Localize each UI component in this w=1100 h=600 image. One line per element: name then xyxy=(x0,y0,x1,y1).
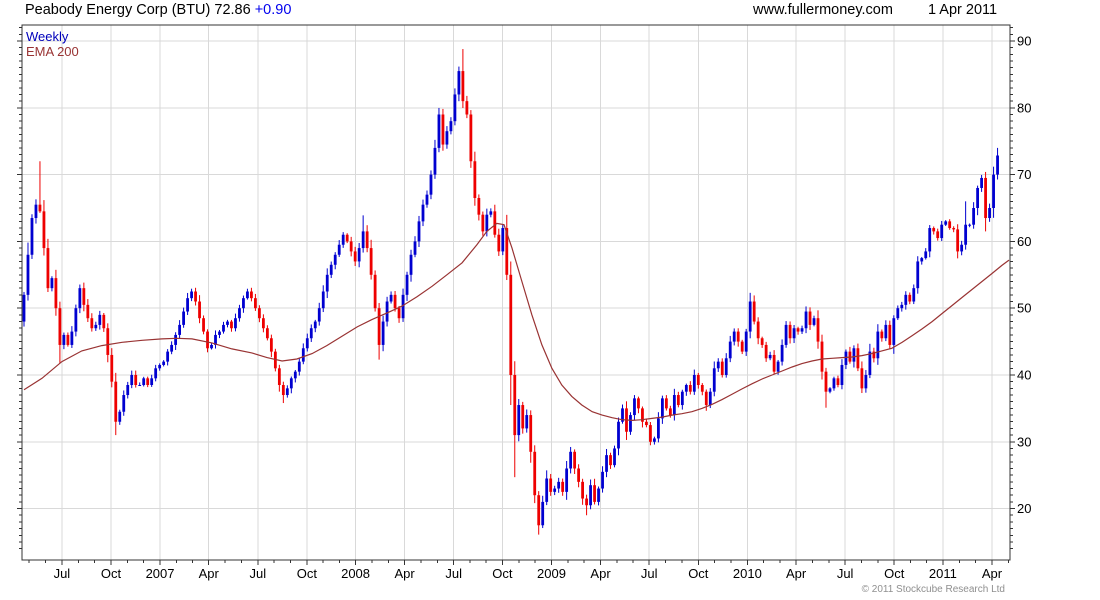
copyright-notice: © 2011 Stockcube Research Ltd xyxy=(861,584,1005,595)
gridlines xyxy=(22,25,1010,560)
instrument-name-price: Peabody Energy Corp (BTU) 72.86 xyxy=(25,2,251,18)
svg-text:Apr: Apr xyxy=(395,566,416,581)
svg-text:60: 60 xyxy=(1017,234,1031,249)
svg-text:30: 30 xyxy=(1017,434,1031,449)
svg-text:40: 40 xyxy=(1017,367,1031,382)
axes: 20 30 40 50 60 70 80 90 Jul Oct 2007 Apr Jul Oct 2008 A… xyxy=(17,24,1031,581)
price-change: +0.90 xyxy=(254,2,292,18)
svg-text:Oct: Oct xyxy=(101,566,122,581)
svg-text:Oct: Oct xyxy=(688,566,709,581)
svg-text:Apr: Apr xyxy=(982,566,1003,581)
legend-timeframe: Weekly xyxy=(26,29,69,44)
svg-text:2009: 2009 xyxy=(537,566,566,581)
candles-layer xyxy=(22,49,999,535)
svg-text:70: 70 xyxy=(1017,167,1031,182)
svg-text:50: 50 xyxy=(1017,301,1031,316)
svg-text:90: 90 xyxy=(1017,34,1031,49)
svg-text:Oct: Oct xyxy=(884,566,905,581)
svg-text:Jul: Jul xyxy=(641,566,658,581)
svg-text:2007: 2007 xyxy=(146,566,175,581)
chart-date: 1 Apr 2011 xyxy=(928,2,998,18)
svg-text:Apr: Apr xyxy=(786,566,807,581)
svg-text:Jul: Jul xyxy=(54,566,71,581)
svg-text:Apr: Apr xyxy=(590,566,611,581)
svg-text:Apr: Apr xyxy=(199,566,220,581)
svg-text:2010: 2010 xyxy=(733,566,762,581)
svg-text:80: 80 xyxy=(1017,100,1031,115)
website-label: www.fullermoney.com xyxy=(753,2,893,18)
instrument-title: Peabody Energy Corp (BTU) 72.86 +0.90 xyxy=(25,2,291,18)
legend-ema-200: EMA 200 xyxy=(26,44,79,59)
ema-line xyxy=(23,222,1010,422)
svg-text:2011: 2011 xyxy=(929,566,957,581)
svg-text:2008: 2008 xyxy=(341,566,370,581)
svg-text:Jul: Jul xyxy=(445,566,462,581)
svg-text:Jul: Jul xyxy=(837,566,854,581)
svg-text:Jul: Jul xyxy=(249,566,266,581)
svg-text:Oct: Oct xyxy=(492,566,513,581)
svg-text:Oct: Oct xyxy=(297,566,318,581)
svg-text:20: 20 xyxy=(1017,501,1031,516)
